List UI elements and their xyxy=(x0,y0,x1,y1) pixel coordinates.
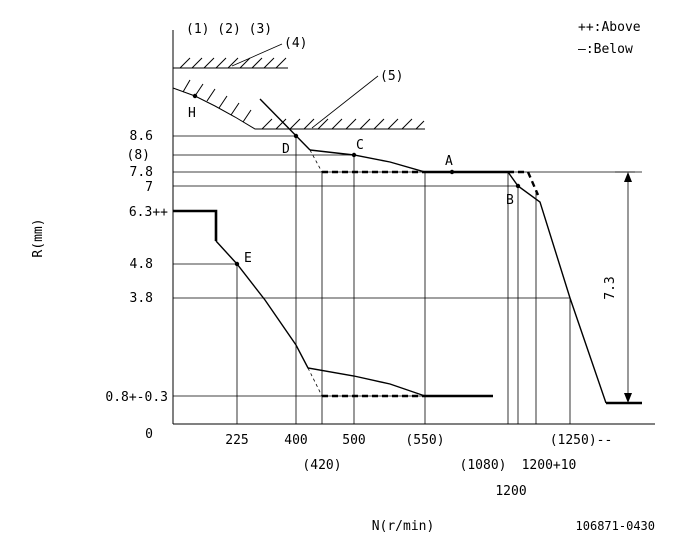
x-tick-420: (420) xyxy=(302,458,341,473)
dimension-arrow-bottom xyxy=(624,393,632,403)
x-tick-225: 225 xyxy=(225,433,248,448)
y-tick-6.3: 6.3++ xyxy=(129,205,168,220)
upper-curve-steep xyxy=(259,98,311,151)
point-label-H: H xyxy=(188,106,196,121)
y-tick-3.8: 3.8 xyxy=(130,291,153,306)
dimension-label: 7.3 xyxy=(603,276,618,299)
point-label-C: C xyxy=(356,138,364,153)
upper-dashed-upper xyxy=(508,170,540,196)
callout-4: (4) xyxy=(284,36,307,51)
point-E xyxy=(234,261,240,267)
lower-fine-dash xyxy=(307,367,323,397)
y-tick-4.8: 4.8 xyxy=(130,257,153,272)
point-D xyxy=(293,133,299,139)
point-A xyxy=(449,169,455,175)
upper-curve xyxy=(309,149,508,173)
x-tick-400: 400 xyxy=(284,433,307,448)
upper-fine-dash xyxy=(309,149,323,173)
callout-1-2-3: (1) (2) (3) xyxy=(186,22,272,37)
lower-curve xyxy=(215,240,426,397)
governor-droop xyxy=(507,171,607,404)
leader-5 xyxy=(311,75,379,129)
y-tick-0: 0 xyxy=(145,427,153,442)
point-B xyxy=(515,183,521,189)
y-tick-0.8: 0.8+-0.3 xyxy=(105,390,168,405)
point-label-E: E xyxy=(244,251,252,266)
y-tick-7: 7 xyxy=(145,180,153,195)
x-tick-1080: (1080) xyxy=(460,458,507,473)
x-tick-550: (550) xyxy=(405,433,444,448)
point-C xyxy=(351,152,357,158)
y-tick-7.8: 7.8 xyxy=(130,165,153,180)
stop-5-hatch xyxy=(182,79,425,130)
x-tick-500: 500 xyxy=(342,433,365,448)
y-tick-8: (8) xyxy=(127,148,150,163)
point-H xyxy=(192,93,198,99)
stop-4-hatch xyxy=(179,57,287,69)
y-tick-8.6: 8.6 xyxy=(130,129,153,144)
legend-below: —:Below xyxy=(578,42,633,57)
lower-step xyxy=(173,209,218,241)
stop-5-line xyxy=(172,87,425,130)
point-label-D: D xyxy=(282,142,290,157)
legend-above: ++:Above xyxy=(578,20,641,35)
x-axis-label: N(r/min) xyxy=(372,519,435,534)
y-axis-label: R(mm) xyxy=(31,218,46,257)
doc-number: 106871-0430 xyxy=(576,519,655,533)
x-tick-1200-10: 1200+10 xyxy=(522,458,577,473)
dimension-arrow-top xyxy=(624,172,632,182)
point-label-B: B xyxy=(506,193,514,208)
point-label-A: A xyxy=(445,154,453,169)
x-tick-1250: (1250)-- xyxy=(550,433,613,448)
x-tick-1200: 1200 xyxy=(495,484,526,499)
callout-5: (5) xyxy=(380,69,403,84)
leader-4 xyxy=(231,43,283,67)
